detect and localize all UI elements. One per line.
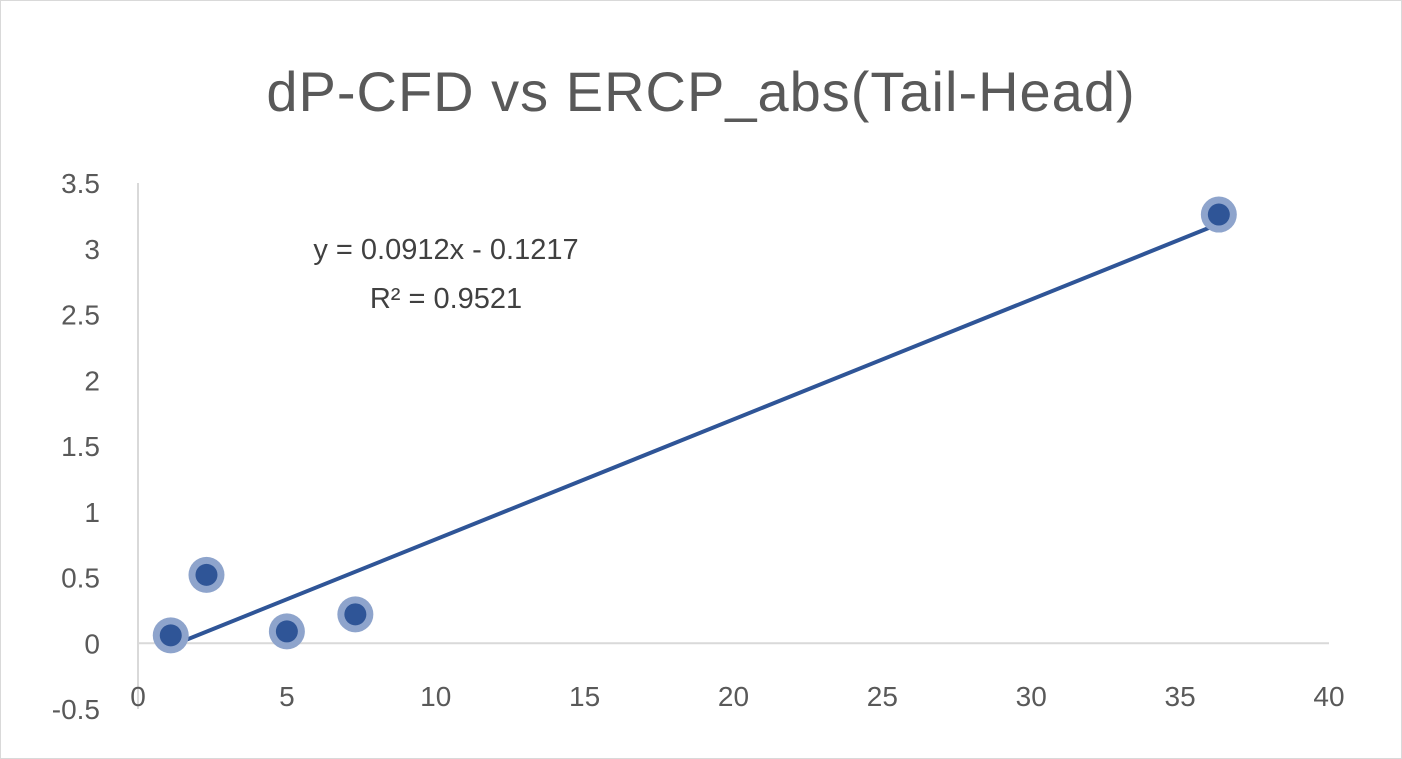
y-tick-label: 1 xyxy=(84,497,100,528)
trendline xyxy=(168,221,1221,649)
data-point xyxy=(337,596,374,633)
trendline-r-squared: R² = 0.9521 xyxy=(370,283,522,315)
y-tick-label: 1.5 xyxy=(61,431,100,462)
x-tick-label: 20 xyxy=(718,681,749,712)
x-tick-label: 25 xyxy=(867,681,898,712)
data-point-marker xyxy=(1207,203,1230,226)
data-point xyxy=(1200,196,1237,233)
y-tick-label: 3 xyxy=(84,234,100,265)
x-tick-label: 5 xyxy=(279,681,295,712)
trendline-equation: y = 0.0912x - 0.1217 xyxy=(313,234,578,266)
x-tick-label: 35 xyxy=(1165,681,1196,712)
x-tick-label: 10 xyxy=(420,681,451,712)
data-point-marker xyxy=(344,603,367,626)
chart-title: dP-CFD vs ERCP_abs(Tail-Head) xyxy=(266,60,1135,123)
x-tick-labels: 0 5 10 15 20 25 30 35 40 xyxy=(130,681,1344,712)
data-point xyxy=(152,617,189,654)
x-tick-label: 30 xyxy=(1016,681,1047,712)
data-point-marker xyxy=(159,624,182,647)
x-tick-label: 15 xyxy=(569,681,600,712)
y-tick-label: 2.5 xyxy=(61,300,100,331)
data-point-marker xyxy=(195,563,218,586)
y-tick-labels: -0.5 0 0.5 1 1.5 2 2.5 3 3.5 xyxy=(52,168,100,725)
data-points xyxy=(152,196,1237,654)
data-point-marker xyxy=(275,620,298,643)
data-point xyxy=(268,613,305,650)
y-tick-label: 0 xyxy=(84,628,100,659)
y-tick-label: 2 xyxy=(84,365,100,396)
y-tick-label: 3.5 xyxy=(61,168,100,199)
x-tick-label: 40 xyxy=(1313,681,1344,712)
y-tick-label: -0.5 xyxy=(52,694,100,725)
data-point xyxy=(188,556,225,593)
y-tick-label: 0.5 xyxy=(61,563,100,594)
x-tick-label: 0 xyxy=(130,681,146,712)
